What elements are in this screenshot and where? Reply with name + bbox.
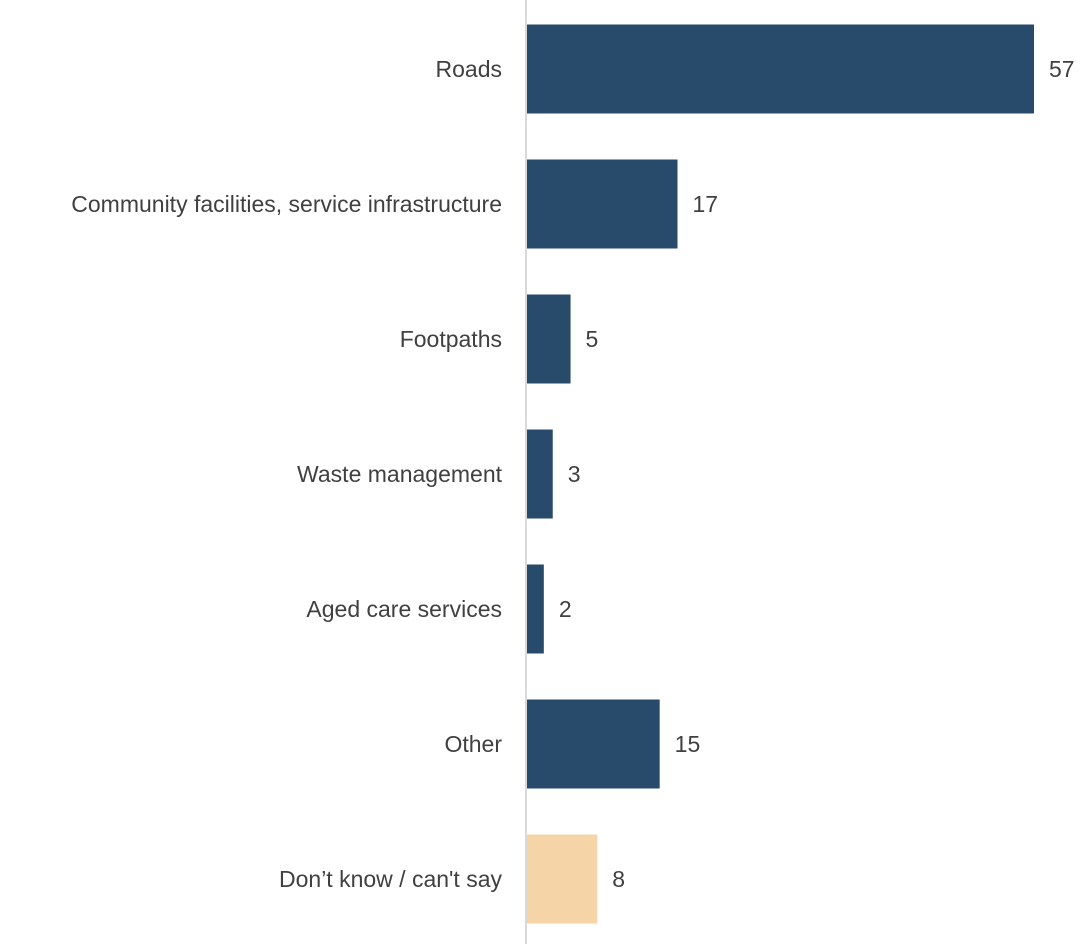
bars-group [526,24,1034,924]
category-label: Roads [436,56,502,82]
category-label: Other [444,731,502,757]
bar [526,294,571,384]
bar [526,699,660,789]
data-label: 17 [693,191,719,217]
bar [526,159,678,249]
bar [526,24,1034,114]
category-labels-group: Roads Community facilities, service infra… [71,56,502,892]
data-label: 2 [559,596,572,622]
data-label: 15 [675,731,701,757]
data-label: 57 [1049,56,1075,82]
data-label: 3 [568,461,581,487]
category-label: Don’t know / can't say [279,866,502,892]
bar [526,429,553,519]
data-label: 8 [612,866,625,892]
category-label: Waste management [297,461,503,487]
bar [526,564,544,654]
category-label: Aged care services [306,596,502,622]
category-label: Community facilities, service infrastruc… [71,191,502,217]
bar [526,834,598,924]
category-label: Footpaths [400,326,502,352]
value-labels-group: 57 17 5 3 2 15 8 [559,56,1075,892]
data-label: 5 [586,326,599,352]
